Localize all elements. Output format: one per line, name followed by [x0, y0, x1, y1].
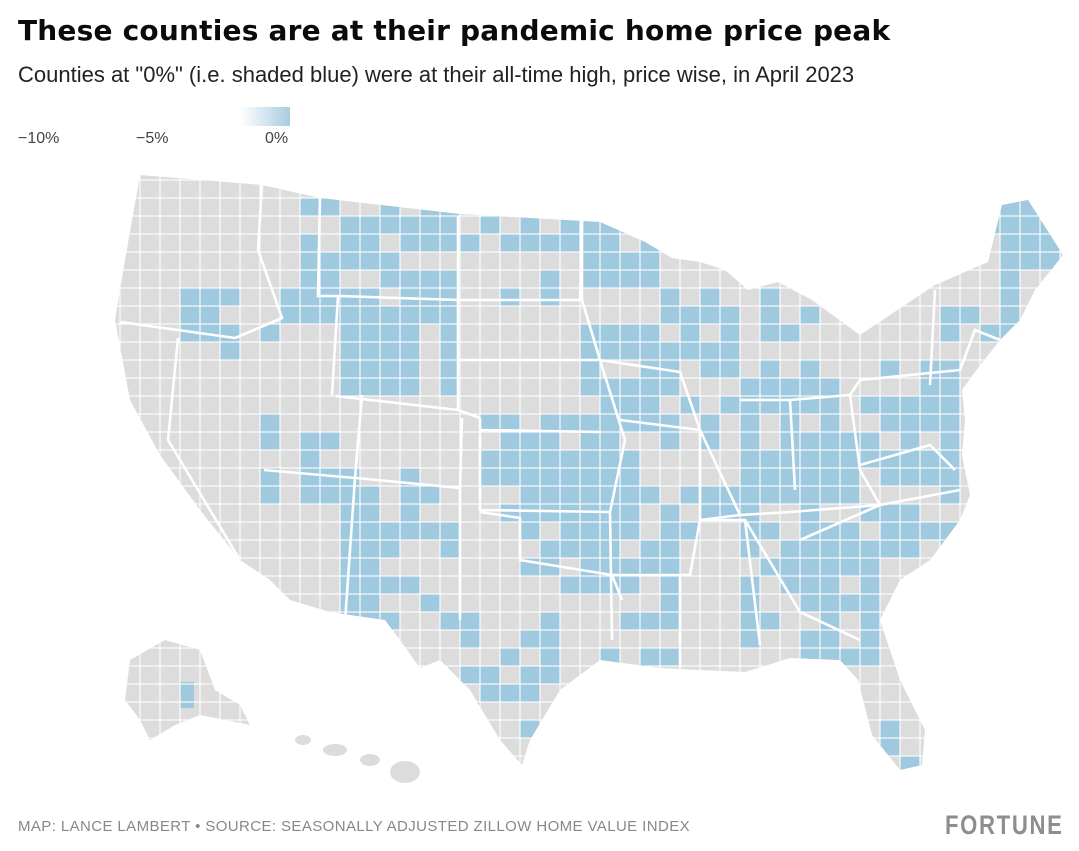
legend-label-mid: −5% — [136, 130, 169, 147]
contiguous-us — [115, 175, 1063, 770]
legend-label-min: −10% — [18, 130, 60, 147]
peak-county-cell — [460, 738, 480, 756]
peak-county-cell — [620, 216, 640, 234]
fortune-logo: FORTUNE — [944, 810, 1063, 840]
peak-county-cell — [940, 540, 960, 558]
us-county-map — [0, 150, 1079, 810]
alaska — [125, 640, 250, 740]
source-credit: MAP: LANCE LAMBERT • SOURCE: SEASONALLY … — [18, 818, 690, 835]
map-subtitle: Counties at "0%" (i.e. shaded blue) were… — [18, 62, 855, 87]
map-title: These counties are at their pandemic hom… — [18, 14, 891, 47]
peak-county-cell — [900, 630, 920, 648]
peak-county-cell — [1000, 360, 1020, 378]
map-svg — [115, 175, 1063, 783]
peak-county-cell — [460, 702, 480, 720]
hawaii — [295, 735, 420, 783]
state-borders — [119, 184, 1001, 668]
peak-county-cell — [640, 216, 660, 234]
legend-gradient-bar — [240, 107, 290, 126]
legend-label-max: 0% — [265, 130, 289, 147]
county-grid — [115, 175, 1063, 770]
peak-county-cell — [620, 666, 640, 684]
peak-county-cell — [1000, 342, 1020, 360]
alaska-county-grid — [125, 640, 250, 740]
peak-county-cell — [900, 666, 920, 684]
color-legend: −10% −5% 0% — [0, 104, 320, 154]
